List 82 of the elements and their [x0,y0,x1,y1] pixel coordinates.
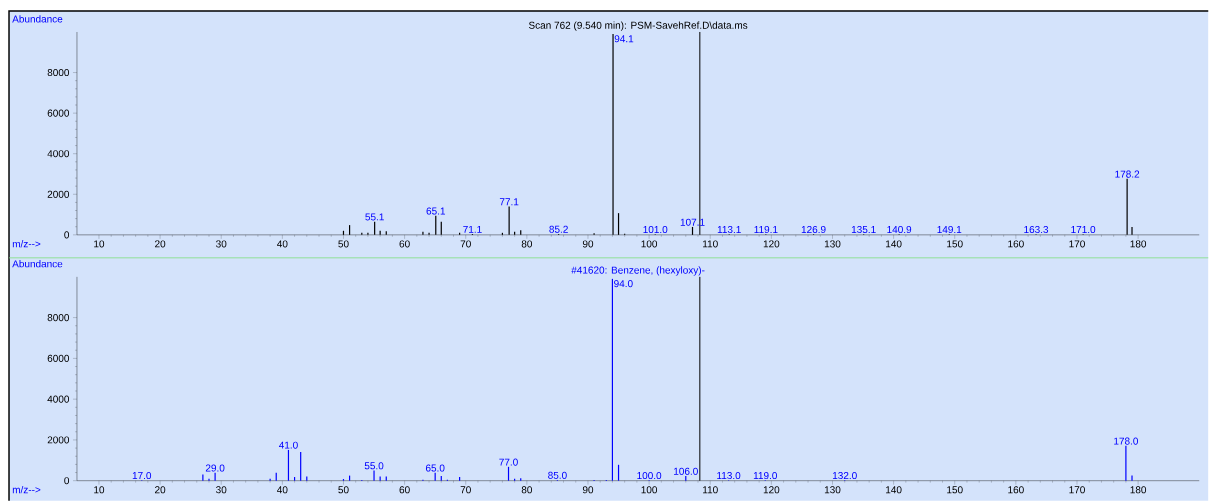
x-tick-label: 20 [155,240,166,248]
x-tick-label: 180 [1130,240,1147,248]
y-tick-label: 2000 [47,190,70,198]
y-tick-label: 6000 [47,109,70,117]
x-tick-label: 100 [641,486,658,494]
x-tick-label: 180 [1130,486,1147,494]
annotation: 29.0 [205,464,225,472]
annotation: 119.0 [753,471,777,479]
annotation: 113.0 [717,471,741,479]
annotation: 94.0 [614,279,633,287]
x-tick-label: 110 [703,486,718,494]
chart-title: #41620: Benzene, (hexyloxy)- [571,266,705,276]
annotation: 55.1 [365,213,384,221]
x-tick-label: 130 [824,240,841,248]
x-tick-label: 40 [277,486,288,494]
x-tick-label: 120 [763,240,780,248]
x-tick-label: 170 [1069,486,1085,494]
annotation: 140.9 [887,225,912,233]
annotation: 77.1 [499,198,519,206]
x-tick-label: 120 [763,486,780,494]
x-tick-label: 70 [460,486,471,494]
x-tick-label: 140 [886,486,902,494]
annotation: 113.1 [717,225,741,233]
x-axis-title: m/z--> [12,485,41,494]
annotation: 178.0 [1114,437,1139,445]
annotation: 149.1 [937,225,962,233]
x-tick-label: 140 [886,240,902,248]
x-tick-label: 100 [641,240,658,248]
y-tick-label: 8000 [47,313,70,321]
y-axis-title: Abundance [12,259,63,268]
y-tick-label: 6000 [47,354,70,362]
annotation: 94.1 [614,34,634,43]
annotation: 77.0 [499,458,518,466]
y-tick-label: 4000 [47,149,70,158]
x-tick-label: 70 [460,240,471,248]
y-tick-label: 2000 [47,436,70,444]
x-tick-label: 30 [216,240,227,248]
annotation: 65.1 [426,207,446,215]
x-tick-label: 150 [947,486,963,494]
annotation: 163.3 [1024,225,1049,233]
x-tick-label: 40 [277,240,288,248]
x-tick-label: 50 [338,486,349,494]
annotation: 126.9 [801,225,826,233]
x-tick-label: 150 [947,240,963,248]
annotation: 100.0 [637,471,662,479]
x-tick-label: 50 [338,240,349,248]
x-tick-label: 80 [521,240,533,248]
x-tick-label: 10 [94,486,105,494]
y-tick-label: 0 [64,231,70,239]
x-tick-label: 160 [1008,486,1024,494]
annotation: 65.0 [425,464,445,472]
annotation: 71.1 [463,225,482,233]
y-axis-title: Abundance [12,14,63,23]
annotation: 85.0 [548,471,567,479]
annotation: 171.0 [1071,225,1096,233]
x-axis-title: m/z--> [12,239,41,248]
x-tick-label: 170 [1069,240,1085,248]
x-tick-label: 80 [521,486,533,494]
chart-title: Scan 762 (9.540 min): PSM-SavehRef.D\data.ms [528,21,748,31]
annotation: 17.0 [132,471,152,479]
annotation: 55.0 [364,462,384,470]
x-tick-label: 90 [582,240,594,248]
x-tick-label: 60 [399,486,410,494]
annotation: 132.0 [832,471,857,479]
annotation: 85.2 [549,225,568,233]
annotation: 178.2 [1115,170,1140,178]
y-tick-label: 0 [64,476,70,485]
annotation: 101.0 [643,225,668,233]
x-tick-label: 160 [1008,240,1024,248]
annotation: 106.0 [674,467,698,475]
annotation: 119.1 [754,225,778,233]
x-tick-label: 130 [824,486,841,494]
x-tick-label: 10 [94,240,105,248]
x-tick-label: 20 [155,486,166,494]
x-tick-label: 90 [582,486,594,494]
x-tick-label: 110 [703,240,718,248]
x-tick-label: 60 [399,240,410,248]
annotation: 135.1 [851,225,876,233]
y-tick-label: 8000 [47,68,70,76]
y-tick-label: 4000 [47,395,70,403]
annotation: 41.0 [278,441,298,449]
x-tick-label: 30 [216,486,227,494]
